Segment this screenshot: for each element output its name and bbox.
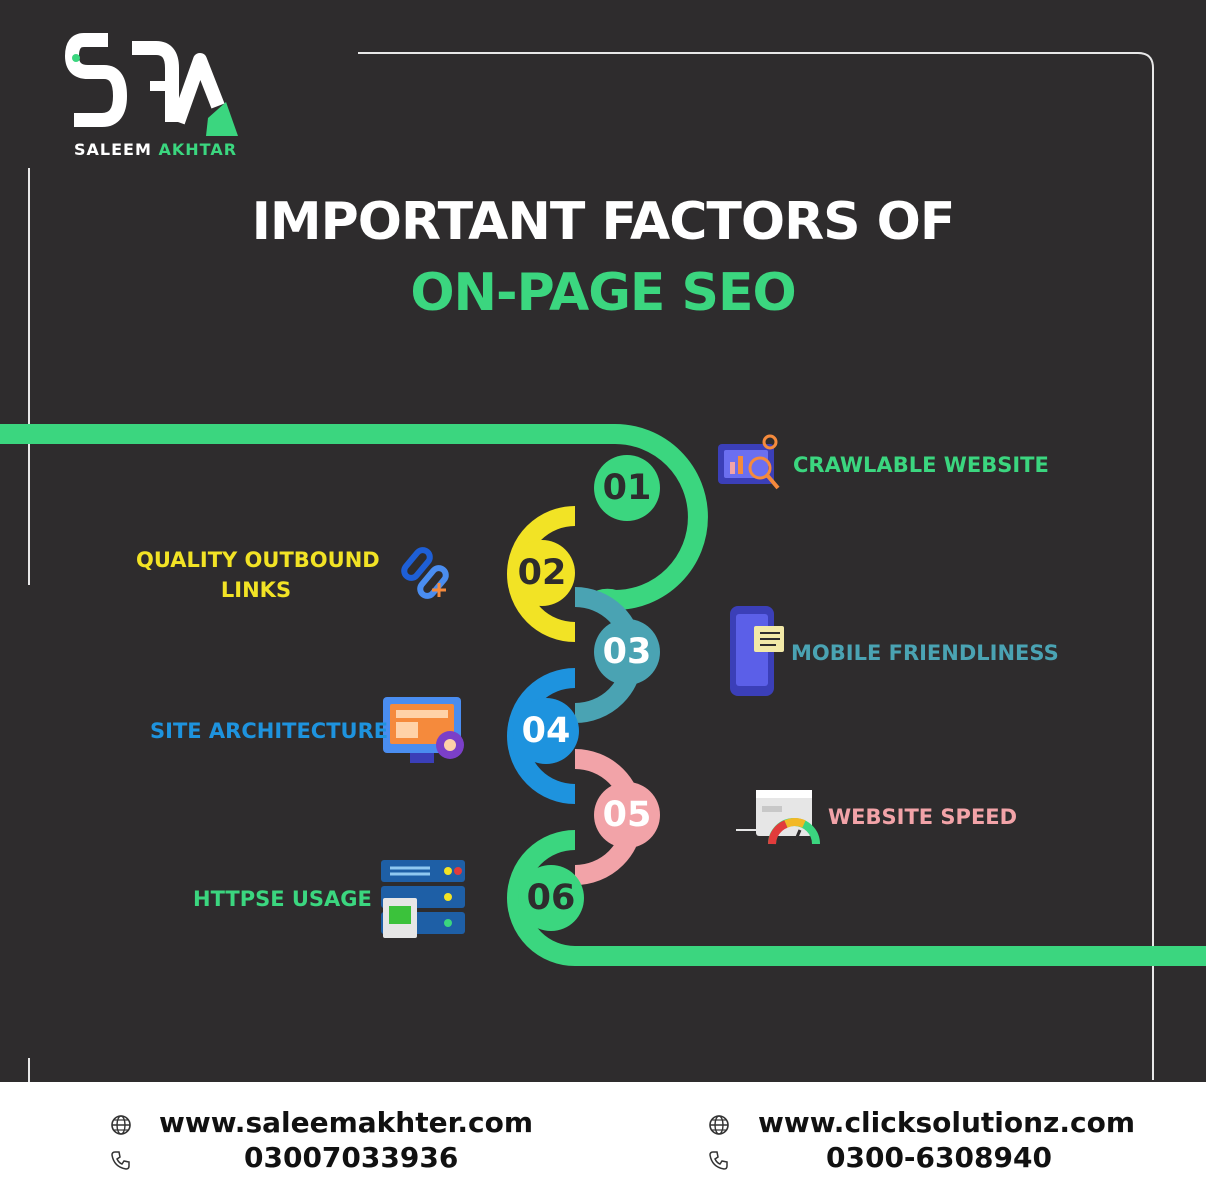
- factor-label-site-architecture: SITE ARCHITECTURE: [150, 719, 389, 743]
- mobile-phone-icon: [730, 606, 784, 696]
- footer-phone-right[interactable]: 0300-6308940: [826, 1141, 1052, 1174]
- number-disc-03: [594, 619, 660, 685]
- chain-link-icon: [401, 547, 449, 599]
- factor-number-06: 06: [526, 878, 576, 918]
- dark-panel: SALEEM AKHTAR IMPORTANT FACTORS OF ON-PA…: [0, 0, 1206, 1082]
- path-segment-06: [507, 830, 1206, 966]
- speed-gauge-icon: [736, 790, 820, 845]
- factor-number-01: 01: [602, 468, 652, 508]
- seo-analytics-icon: [718, 434, 780, 490]
- number-disc-04: [513, 698, 579, 764]
- globe-icon: [111, 1115, 131, 1135]
- number-disc-05: [594, 782, 660, 848]
- phone-icon: [111, 1151, 130, 1170]
- frame-line-top-right: [358, 52, 1154, 1080]
- globe-icon: [709, 1115, 729, 1135]
- factor-label-mobile-friendliness: MOBILE FRIENDLINESS: [791, 641, 1059, 665]
- factor-number-04: 04: [521, 711, 571, 751]
- factor-number-03: 03: [602, 632, 652, 672]
- brand-name-second: AKHTAR: [158, 140, 238, 159]
- phone-icon: [709, 1151, 728, 1170]
- logo-mark: [65, 33, 238, 136]
- page-title-line2: ON-PAGE SEO: [410, 263, 796, 323]
- factor-label-line2: LINKS: [220, 578, 292, 602]
- factor-label-line1: QUALITY OUTBOUND: [136, 548, 380, 572]
- factor-number-05: 05: [602, 795, 652, 835]
- factor-label-website-speed: WEBSITE SPEED: [828, 805, 1018, 829]
- footer-website-right[interactable]: www.clicksolutionz.com: [758, 1106, 1135, 1139]
- factor-label-httpse-usage: HTTPSE USAGE: [193, 887, 372, 911]
- page-title-line1: IMPORTANT FACTORS OF: [251, 192, 956, 252]
- brand-name: SALEEM AKHTAR: [74, 140, 237, 159]
- brand-name-first: SALEEM: [74, 140, 152, 159]
- factor-label-quality-outbound-links: QUALITY OUTBOUND LINKS: [136, 545, 380, 605]
- number-disc-06: [518, 865, 584, 931]
- factor-label-crawlable-website: CRAWLABLE WEBSITE: [793, 453, 1049, 477]
- decorative-artwork: [0, 33, 1206, 1082]
- number-disc-01: [594, 455, 660, 521]
- path-segment-01: [0, 424, 708, 611]
- footer-phone-left[interactable]: 03007033936: [244, 1141, 459, 1174]
- footer-website-left[interactable]: www.saleemakhter.com: [159, 1106, 534, 1139]
- monitor-layout-icon: [383, 697, 464, 763]
- factor-number-02: 02: [517, 553, 567, 593]
- server-icon: [381, 860, 465, 938]
- number-disc-02: [509, 540, 575, 606]
